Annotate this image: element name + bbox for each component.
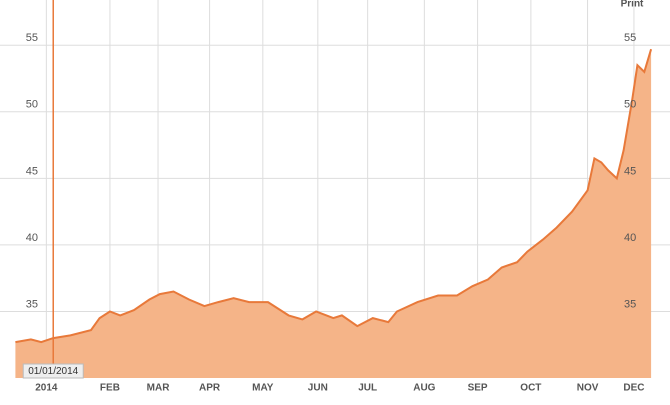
x-tick-label: FEB bbox=[100, 383, 120, 394]
x-tick-label: MAY bbox=[252, 383, 274, 394]
x-tick-label: 2014 bbox=[35, 383, 58, 394]
y-tick-label-right: 45 bbox=[624, 165, 636, 177]
y-tick-label: 35 bbox=[26, 298, 38, 310]
x-tick-label: AUG bbox=[413, 383, 435, 394]
date-marker-label: 01/01/2014 bbox=[28, 366, 78, 377]
y-tick-label: 45 bbox=[26, 165, 38, 177]
x-tick-label: OCT bbox=[520, 383, 541, 394]
x-tick-label: DEC bbox=[623, 383, 644, 394]
x-tick-label: NOV bbox=[577, 383, 599, 394]
print-button[interactable]: Print bbox=[621, 0, 644, 10]
x-tick-label: SEP bbox=[468, 383, 488, 394]
y-tick-label-right: 55 bbox=[624, 32, 636, 44]
y-tick-label-right: 50 bbox=[624, 99, 636, 111]
y-tick-label-right: 35 bbox=[624, 298, 636, 310]
x-tick-label: APR bbox=[199, 383, 221, 394]
y-tick-label: 50 bbox=[26, 99, 38, 111]
x-tick-label: MAR bbox=[147, 383, 171, 394]
x-tick-label: JUN bbox=[308, 383, 328, 394]
date-marker-box bbox=[22, 363, 84, 379]
y-tick-label-right: 40 bbox=[624, 232, 636, 244]
area bbox=[15, 49, 652, 378]
y-tick-label: 55 bbox=[26, 32, 38, 44]
y-tick-label: 40 bbox=[26, 232, 38, 244]
x-tick-label: JUL bbox=[358, 383, 377, 394]
line bbox=[15, 48, 653, 344]
